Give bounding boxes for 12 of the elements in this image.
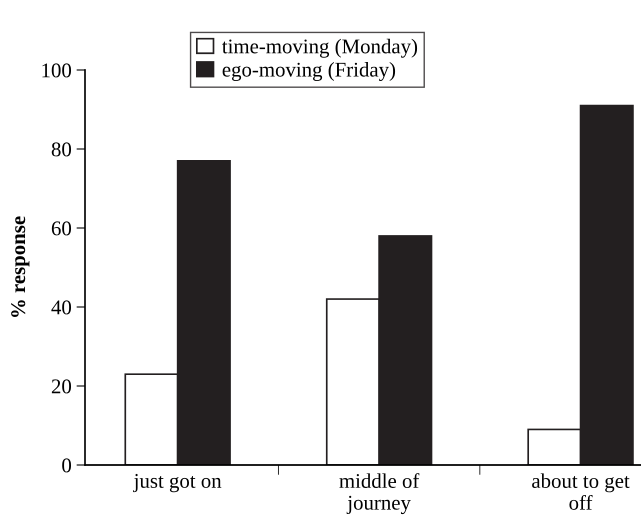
y-tick-label: 40 (51, 300, 72, 314)
y-tick-label: 60 (52, 221, 72, 236)
legend-label: ego-moving (Friday) (222, 62, 396, 81)
x-tick-label: about to get off (532, 473, 630, 510)
y-tick-label: 20 (52, 379, 72, 394)
y-tick-label: 80 (52, 142, 72, 156)
x-tick-label: middle of journey (339, 473, 420, 514)
legend-label: time-moving (Monday) (222, 38, 418, 58)
y-axis-title: % response (11, 216, 30, 317)
x-tick-label: just got on (133, 474, 222, 492)
y-tick-label: 100 (42, 63, 72, 78)
y-tick-label: 0 (62, 458, 72, 472)
